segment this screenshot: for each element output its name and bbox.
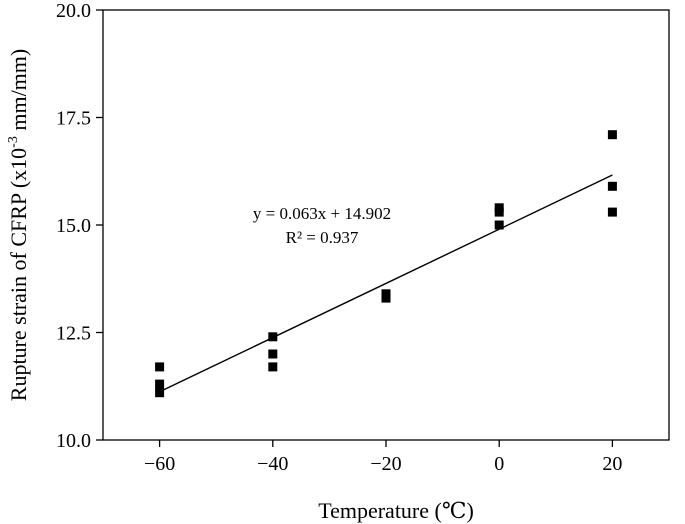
r-squared: R² = 0.937 [286,228,359,247]
data-point [268,362,278,372]
fit-line-group [159,174,613,393]
plot-frame [102,9,670,441]
data-point [155,362,165,372]
data-point [607,130,617,140]
x-tick-label: 0 [494,453,504,475]
y-axis-label: Rupture strain of CFRP (x10-3 mm/mm) [6,49,31,401]
data-point [381,293,391,303]
data-points [155,130,617,398]
y-tick-label: 12.5 [56,323,91,345]
x-tick-label: −60 [144,453,175,475]
data-point [155,379,165,389]
fit-equation: y = 0.063x + 14.902 [253,204,391,223]
x-tick-label: −20 [370,453,401,475]
fit-line [159,174,613,393]
data-point [494,220,504,230]
y-axis-ticks: 10.0 12.5 15.0 17.5 20.0 [56,0,103,452]
x-tick-label: −40 [257,453,288,475]
data-point [607,207,617,217]
x-axis-label: Temperature (℃) [318,498,474,523]
data-point [494,207,504,217]
data-point [268,349,278,359]
y-axis-label-exponent: -3 [6,136,21,148]
y-tick-label: 15.0 [56,215,91,237]
data-point [607,181,617,191]
y-axis-label-main: Rupture strain of CFRP (x10 [6,148,31,401]
x-tick-label: 20 [602,453,622,475]
data-point [155,388,165,398]
y-tick-label: 10.0 [56,430,91,452]
y-tick-label: 20.0 [56,0,91,22]
x-axis-ticks: −60 −40 −20 0 20 [144,440,622,475]
y-tick-label: 17.5 [56,108,91,130]
data-point [268,332,278,342]
y-axis-label-unit: mm/mm) [6,49,31,136]
